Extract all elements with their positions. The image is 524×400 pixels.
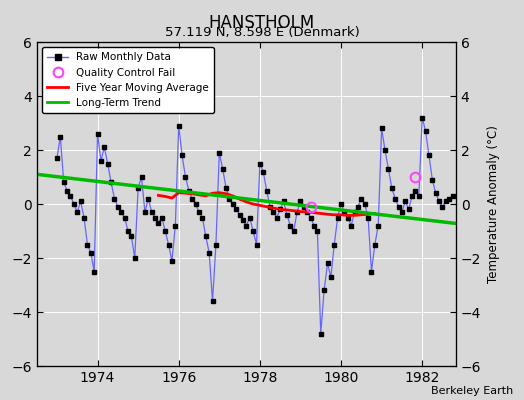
Text: 57.119 N, 8.598 E (Denmark): 57.119 N, 8.598 E (Denmark) [165,26,359,39]
Legend: Raw Monthly Data, Quality Control Fail, Five Year Moving Average, Long-Term Tren: Raw Monthly Data, Quality Control Fail, … [42,47,214,113]
Text: HANSTHOLM: HANSTHOLM [209,14,315,32]
Y-axis label: Temperature Anomaly (°C): Temperature Anomaly (°C) [487,125,500,283]
Text: Berkeley Earth: Berkeley Earth [431,386,514,396]
